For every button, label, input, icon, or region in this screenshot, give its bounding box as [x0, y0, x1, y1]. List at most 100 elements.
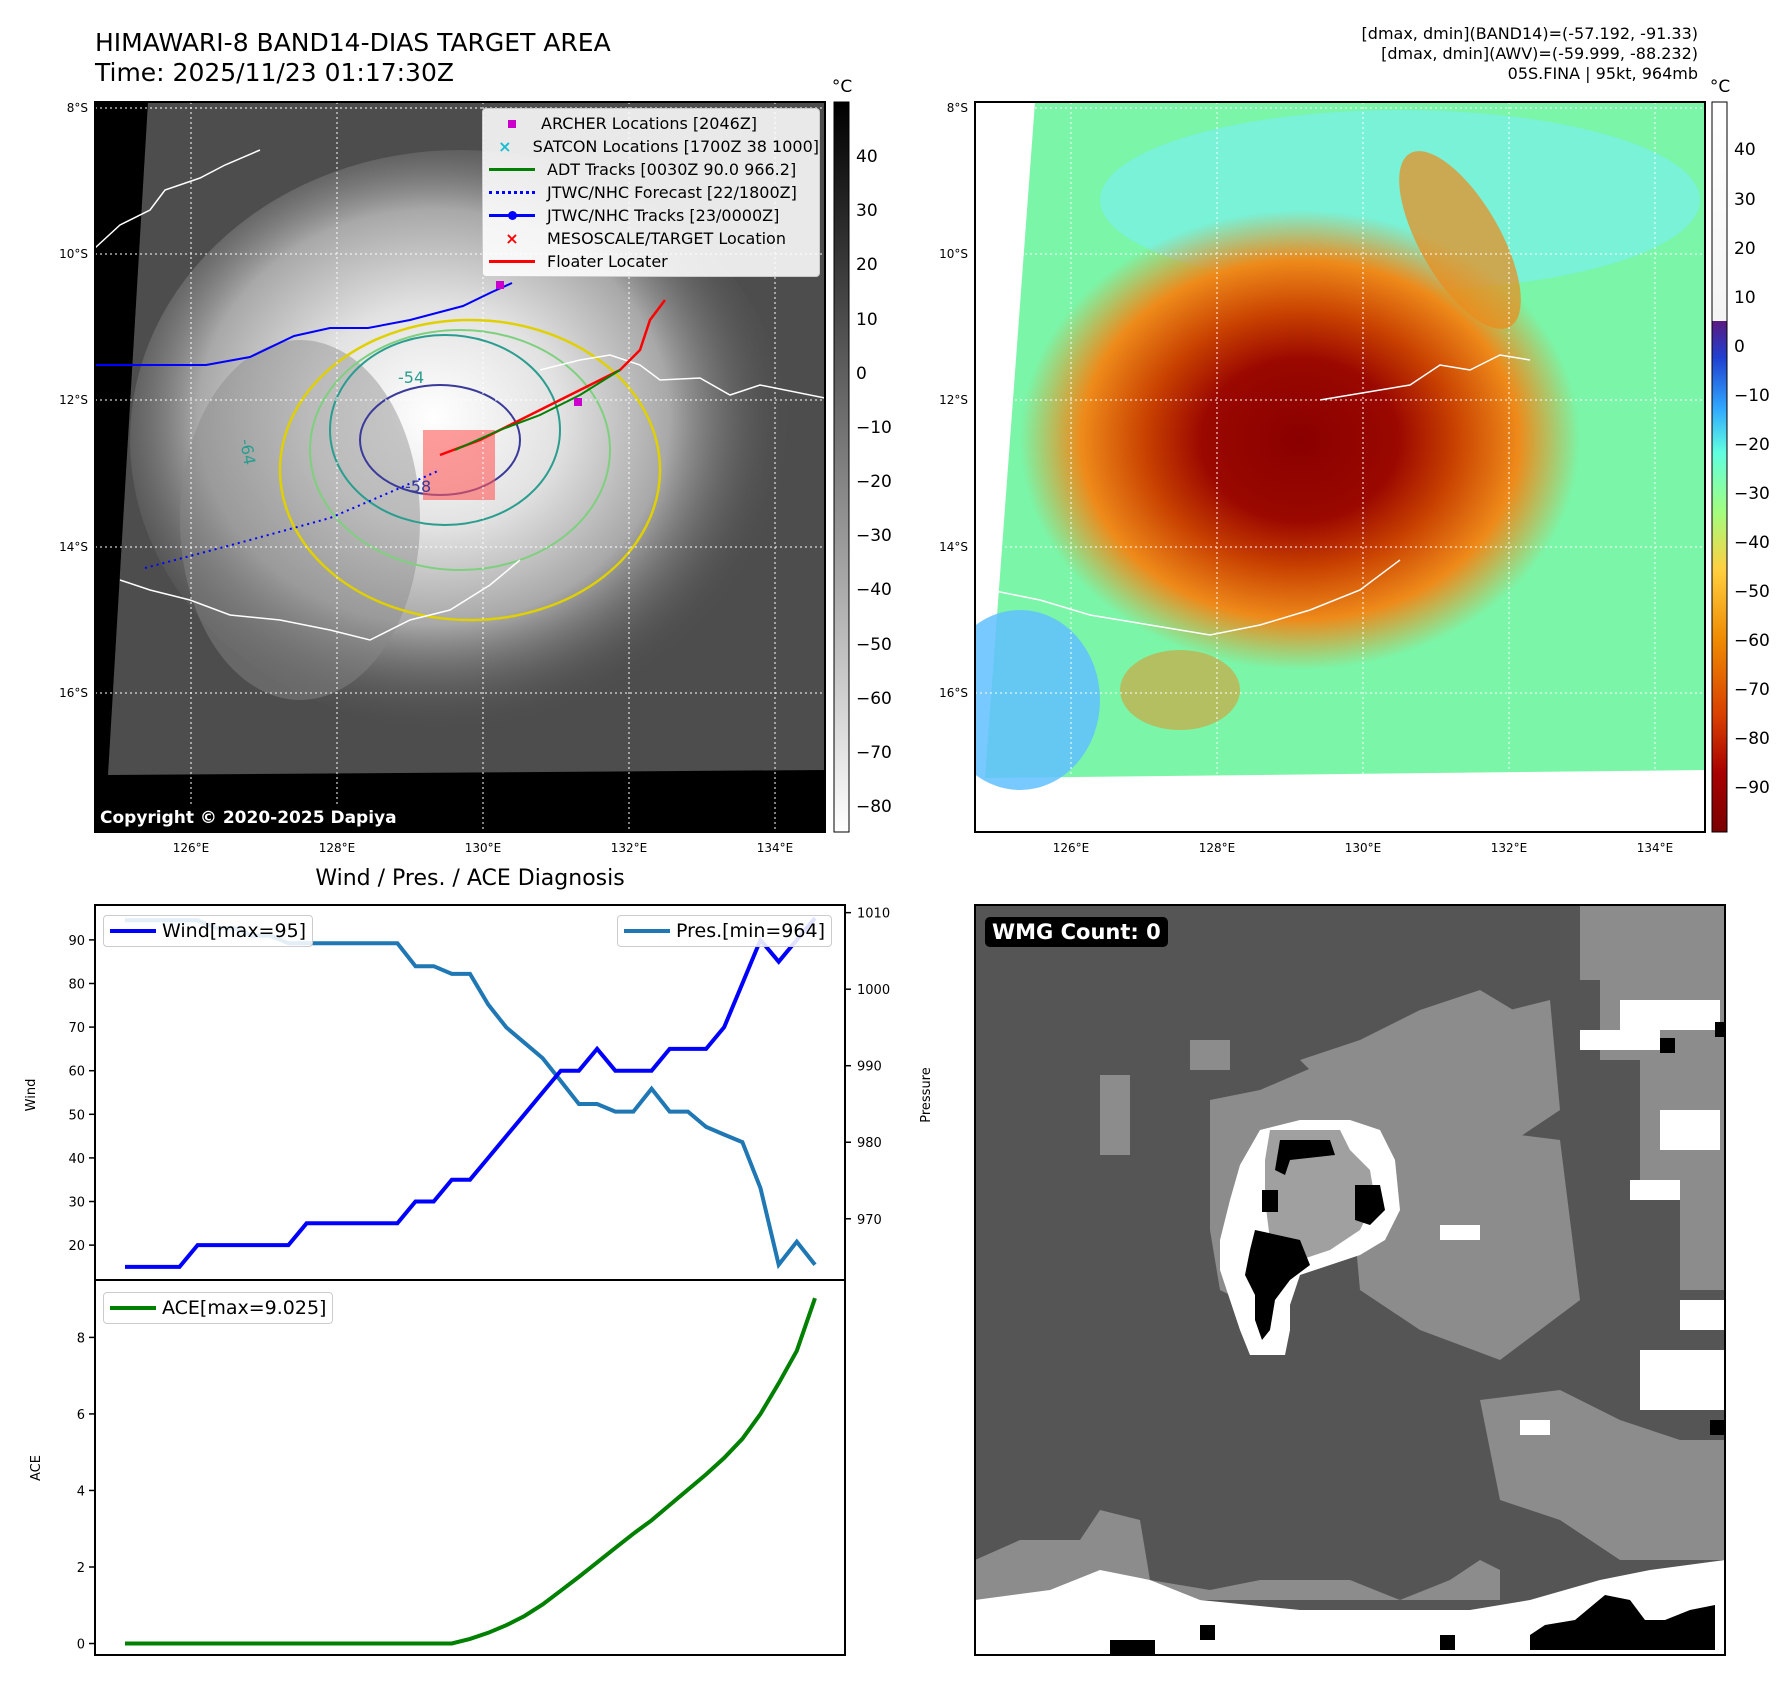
tick-label: 980 [857, 1136, 882, 1151]
ace-legend-label: ACE[max=9.025] [162, 1297, 327, 1319]
tick-label: 6 [77, 1408, 85, 1423]
lon-label: 126°E [1053, 841, 1090, 855]
ace-legend-swatch [110, 1306, 156, 1310]
legend-label: JTWC/NHC Tracks [23/0000Z] [547, 206, 780, 225]
coastline [95, 149, 261, 249]
tick-label: 990 [857, 1060, 882, 1075]
ir-colorbar-tick: 0 [856, 364, 867, 384]
archer-marker [496, 281, 504, 289]
awv-colorbar-unit: °C [1710, 77, 1730, 97]
legend-item-satcon: × SATCON Locations [1700Z 38 1000] [483, 135, 819, 158]
legend-label: Floater Locater [547, 252, 668, 271]
lat-label: 14°S [939, 540, 968, 554]
lat-label: 12°S [59, 393, 88, 407]
awv-colorbar-tick: −20 [1734, 435, 1770, 455]
ir-colorbar [833, 101, 850, 833]
tick-label: 970 [857, 1213, 882, 1228]
awv-colorbar-tick: 40 [1734, 140, 1756, 160]
floater-line-icon [489, 260, 535, 263]
wmg-eye [1265, 1130, 1375, 1260]
lon-label: 128°E [319, 841, 356, 855]
ir-colorbar-tick: 30 [856, 201, 878, 221]
tick-label: 1000 [857, 983, 890, 998]
ir-colorbar-tick: 20 [856, 255, 878, 275]
jtwc-track [95, 282, 513, 366]
jtwc-forecast [144, 469, 441, 569]
legend-item-mesoscale: × MESOSCALE/TARGET Location [483, 227, 819, 250]
legend-item-adt: ADT Tracks [0030Z 90.0 966.2] [483, 158, 819, 181]
tick-label: 1010 [857, 907, 890, 922]
wmg-count-badge: WMG Count: 0 [985, 917, 1168, 947]
ir-colorbar-tick: −30 [856, 526, 892, 546]
contour-label: -64 [236, 437, 259, 466]
tick-label: 70 [68, 1021, 85, 1036]
awv-colorbar-tick: −90 [1734, 778, 1770, 798]
awv-colorbar-tick: 10 [1734, 288, 1756, 308]
awv-colorbar-tick: 20 [1734, 239, 1756, 259]
ir-colorbar-tick: −60 [856, 689, 892, 709]
lat-label: 12°S [939, 393, 968, 407]
wind-axis-ticks: 20 30 40 50 60 70 80 90 [68, 934, 95, 1254]
legend-label: SATCON Locations [1700Z 38 1000] [532, 137, 819, 156]
jtwc-line-dot-icon [489, 211, 535, 220]
wind-pres-frame [94, 904, 846, 1281]
lon-label: 126°E [173, 841, 210, 855]
tick-label: 30 [68, 1196, 85, 1211]
legend-label: ADT Tracks [0030Z 90.0 966.2] [547, 160, 797, 179]
legend-label: MESOSCALE/TARGET Location [547, 229, 786, 248]
legend-item-forecast: JTWC/NHC Forecast [22/1800Z] [483, 181, 819, 204]
wind-axis-label: Wind [24, 1079, 39, 1112]
wmg-panel [974, 904, 1726, 1656]
ir-colorbar-labels: °C 40 30 20 10 0 −10 −20 −30 −40 −50 −60… [832, 77, 892, 817]
lat-label: 8°S [947, 101, 968, 115]
tick-label: 8 [77, 1331, 85, 1346]
wind-legend-swatch [110, 929, 156, 933]
ace-series-line [125, 1297, 817, 1646]
info-awv-range: [dmax, dmin](AWV)=(-59.999, -88.232) [1381, 44, 1698, 63]
lat-label: 16°S [59, 686, 88, 700]
figure-title: HIMAWARI-8 BAND14-DIAS TARGET AREA [95, 28, 611, 57]
info-storm: 05S.FINA | 95kt, 964mb [1507, 64, 1698, 83]
wmg-black-regions [1110, 1022, 1725, 1655]
awv-colorbar-tick: −80 [1734, 729, 1770, 749]
ace-legend: ACE[max=9.025] [103, 1292, 334, 1324]
awv-colorbar-tick: 0 [1734, 337, 1745, 357]
lat-label: 8°S [67, 101, 88, 115]
awv-colorbar-tick: −70 [1734, 680, 1770, 700]
ir-colorbar-tick: −20 [856, 472, 892, 492]
mesoscale-x-icon: × [505, 229, 519, 248]
awv-colorbar-tick: −10 [1734, 386, 1770, 406]
figure-time: Time: 2025/11/23 01:17:30Z [95, 58, 454, 87]
pres-axis-label: Pressure [919, 1067, 934, 1123]
ir-colorbar-tick: 10 [856, 310, 878, 330]
ir-frame [94, 101, 826, 833]
diag-ace-axes: 0 2 4 6 8 ACE [29, 1279, 846, 1656]
legend-label: ARCHER Locations [2046Z] [541, 114, 758, 133]
awv-frame [974, 101, 1706, 833]
pressure-legend-label: Pres.[min=964] [676, 920, 825, 942]
ace-axis-label: ACE [29, 1455, 44, 1481]
info-band14-range: [dmax, dmin](BAND14)=(-57.192, -91.33) [1361, 24, 1698, 43]
awv-colorbar-tick: −60 [1734, 631, 1770, 651]
tick-label: 20 [68, 1239, 85, 1254]
tick-label: 4 [77, 1484, 85, 1499]
awv-colorbar-tick: 30 [1734, 190, 1756, 210]
lon-label: 128°E [1199, 841, 1236, 855]
pressure-legend-swatch [624, 929, 670, 933]
copyright-bg [95, 806, 410, 832]
lon-label: 130°E [465, 841, 502, 855]
ace-frame [94, 1279, 846, 1656]
tick-label: 40 [68, 1152, 85, 1167]
tick-label: 60 [68, 1065, 85, 1080]
lon-label: 132°E [611, 841, 648, 855]
awv-cloud-mass [1020, 210, 1580, 670]
contour-label: -58 [405, 477, 431, 496]
forecast-dotted-icon [489, 191, 535, 194]
awv-colorbar [1711, 101, 1728, 833]
ir-legend: ARCHER Locations [2046Z] × SATCON Locati… [482, 108, 820, 277]
lat-label: 16°S [939, 686, 968, 700]
awv-colorbar-tick: −50 [1734, 582, 1770, 602]
lat-label: 10°S [59, 247, 88, 261]
archer-marker-icon [508, 119, 516, 128]
